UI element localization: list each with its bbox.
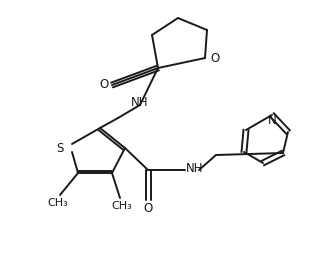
Text: NH: NH <box>186 162 204 174</box>
Text: N: N <box>268 115 276 127</box>
Text: NH: NH <box>131 96 149 109</box>
Text: S: S <box>56 141 64 155</box>
Text: CH₃: CH₃ <box>48 198 68 208</box>
Text: CH₃: CH₃ <box>112 201 132 211</box>
Text: O: O <box>100 78 109 92</box>
Text: O: O <box>210 52 219 64</box>
Text: O: O <box>143 201 152 214</box>
